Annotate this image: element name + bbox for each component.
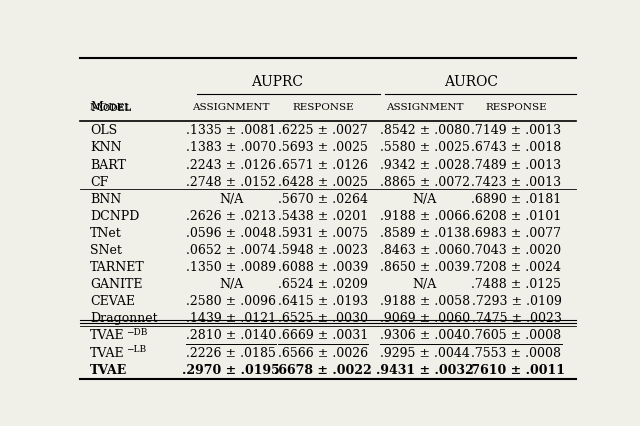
Text: .1335 ± .0081: .1335 ± .0081 xyxy=(186,124,276,137)
Text: OLS: OLS xyxy=(90,124,117,137)
Text: .9342 ± .0028: .9342 ± .0028 xyxy=(380,158,470,171)
Text: .5670 ± .0264: .5670 ± .0264 xyxy=(278,192,368,205)
Text: .2626 ± .0213: .2626 ± .0213 xyxy=(186,209,276,222)
Text: .8542 ± .0080: .8542 ± .0080 xyxy=(380,124,470,137)
Text: .6415 ± .0193: .6415 ± .0193 xyxy=(278,295,368,308)
Text: Dragonnet: Dragonnet xyxy=(90,312,157,325)
Text: .7475 ± .0023: .7475 ± .0023 xyxy=(472,312,561,325)
Text: .9295 ± .0044: .9295 ± .0044 xyxy=(380,346,470,359)
Text: .8589 ± .0138: .8589 ± .0138 xyxy=(380,226,470,239)
Text: .7208 ± .0024: .7208 ± .0024 xyxy=(472,260,561,273)
Text: KNN: KNN xyxy=(90,141,122,154)
Text: .2226 ± .0185: .2226 ± .0185 xyxy=(186,346,276,359)
Text: .6566 ± .0026: .6566 ± .0026 xyxy=(278,346,368,359)
Text: Mᴏᴅᴇʟ: Mᴏᴅᴇʟ xyxy=(90,101,131,113)
Text: .8865 ± .0072: .8865 ± .0072 xyxy=(380,175,470,188)
Text: .6428 ± .0025: .6428 ± .0025 xyxy=(278,175,368,188)
Text: .1439 ± .0121: .1439 ± .0121 xyxy=(186,312,276,325)
Text: RESPONSE: RESPONSE xyxy=(486,102,547,111)
Text: .6669 ± .0031: .6669 ± .0031 xyxy=(278,329,368,342)
Text: N/A: N/A xyxy=(413,277,437,291)
Text: ASSIGNMENT: ASSIGNMENT xyxy=(386,102,463,111)
Text: .8463 ± .0060: .8463 ± .0060 xyxy=(380,243,470,256)
Text: N/A: N/A xyxy=(219,277,243,291)
Text: .8650 ± .0039: .8650 ± .0039 xyxy=(380,260,470,273)
Text: .0596 ± .0048: .0596 ± .0048 xyxy=(186,226,276,239)
Text: ASSIGNMENT: ASSIGNMENT xyxy=(193,102,270,111)
Text: TVAE: TVAE xyxy=(90,363,127,376)
Text: CF: CF xyxy=(90,175,108,188)
Text: −LB: −LB xyxy=(126,344,147,353)
Text: TVAE: TVAE xyxy=(90,346,125,359)
Text: TNet: TNet xyxy=(90,226,122,239)
Text: .7553 ± .0008: .7553 ± .0008 xyxy=(472,346,561,359)
Text: .1350 ± .0089: .1350 ± .0089 xyxy=(186,260,276,273)
Text: .9069 ± .0060: .9069 ± .0060 xyxy=(380,312,470,325)
Text: CEVAE: CEVAE xyxy=(90,295,135,308)
Text: AUPRC: AUPRC xyxy=(251,75,303,89)
Text: BNN: BNN xyxy=(90,192,121,205)
Text: .7488 ± .0125: .7488 ± .0125 xyxy=(472,277,561,291)
Text: .6743 ± .0018: .6743 ± .0018 xyxy=(471,141,562,154)
Text: .6524 ± .0209: .6524 ± .0209 xyxy=(278,277,368,291)
Text: .7610 ± .0011: .7610 ± .0011 xyxy=(467,363,566,376)
Text: .7489 ± .0013: .7489 ± .0013 xyxy=(472,158,561,171)
Text: .2580 ± .0096: .2580 ± .0096 xyxy=(186,295,276,308)
Text: −DB: −DB xyxy=(126,327,147,336)
Text: N/A: N/A xyxy=(219,192,243,205)
Text: AUROC: AUROC xyxy=(444,75,498,89)
Text: N/A: N/A xyxy=(413,192,437,205)
Text: .5693 ± .0025: .5693 ± .0025 xyxy=(278,141,368,154)
Text: .2243 ± .0126: .2243 ± .0126 xyxy=(186,158,276,171)
Text: .5948 ± .0023: .5948 ± .0023 xyxy=(278,243,368,256)
Text: RESPONSE: RESPONSE xyxy=(292,102,354,111)
Text: BART: BART xyxy=(90,158,126,171)
Text: .6983 ± .0077: .6983 ± .0077 xyxy=(472,226,561,239)
Text: .5931 ± .0075: .5931 ± .0075 xyxy=(278,226,368,239)
Text: .6225 ± .0027: .6225 ± .0027 xyxy=(278,124,368,137)
Text: .6890 ± .0181: .6890 ± .0181 xyxy=(471,192,562,205)
Text: .2970 ± .0195: .2970 ± .0195 xyxy=(182,363,280,376)
Text: .1383 ± .0070: .1383 ± .0070 xyxy=(186,141,276,154)
Text: .9188 ± .0058: .9188 ± .0058 xyxy=(380,295,470,308)
Text: .7423 ± .0013: .7423 ± .0013 xyxy=(472,175,561,188)
Text: GANITE: GANITE xyxy=(90,277,143,291)
Text: .0652 ± .0074: .0652 ± .0074 xyxy=(186,243,276,256)
Text: .7605 ± .0008: .7605 ± .0008 xyxy=(472,329,561,342)
Text: .7043 ± .0020: .7043 ± .0020 xyxy=(472,243,561,256)
Text: .6088 ± .0039: .6088 ± .0039 xyxy=(278,260,368,273)
Text: .7293 ± .0109: .7293 ± .0109 xyxy=(472,295,561,308)
Text: .9306 ± .0040: .9306 ± .0040 xyxy=(380,329,470,342)
Text: .6678 ± .0022: .6678 ± .0022 xyxy=(274,363,372,376)
Text: .7149 ± .0013: .7149 ± .0013 xyxy=(472,124,561,137)
Text: .6208 ± .0101: .6208 ± .0101 xyxy=(471,209,562,222)
Text: TARNET: TARNET xyxy=(90,260,145,273)
Text: DCNPD: DCNPD xyxy=(90,209,140,222)
Text: TVAE: TVAE xyxy=(90,329,125,342)
Text: .5438 ± .0201: .5438 ± .0201 xyxy=(278,209,368,222)
Text: .6571 ± .0126: .6571 ± .0126 xyxy=(278,158,368,171)
Text: SNet: SNet xyxy=(90,243,122,256)
Text: .9188 ± .0066: .9188 ± .0066 xyxy=(380,209,470,222)
Text: .6525 ± .0030: .6525 ± .0030 xyxy=(278,312,368,325)
Text: .5580 ± .0025: .5580 ± .0025 xyxy=(380,141,470,154)
Text: .9431 ± .0032: .9431 ± .0032 xyxy=(376,363,474,376)
Text: MODEL: MODEL xyxy=(90,102,132,111)
Text: .2748 ± .0152: .2748 ± .0152 xyxy=(186,175,276,188)
Text: .2810 ± .0140: .2810 ± .0140 xyxy=(186,329,276,342)
